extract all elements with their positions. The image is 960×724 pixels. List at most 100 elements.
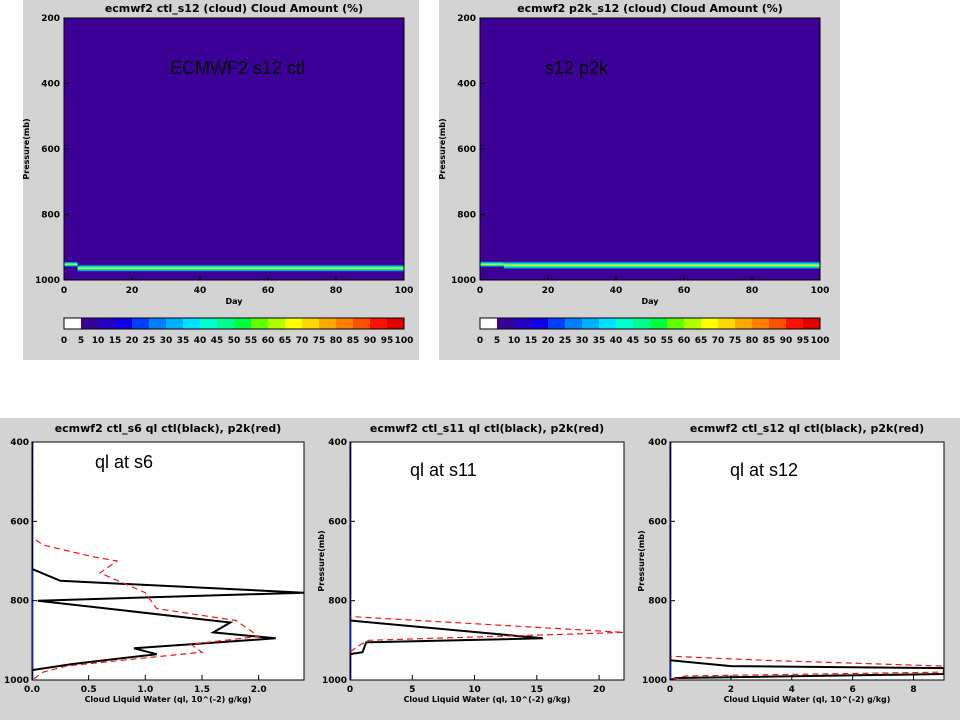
colorbar-swatch [285,318,303,329]
colorbar-swatch [132,318,150,329]
colorbar-swatch [115,318,133,329]
label-ql-at-s11: ql at s11 [410,460,477,480]
x-tick-label: 15 [531,685,544,695]
colorbar-swatch [548,318,566,329]
colorbar-swatch [769,318,787,329]
plot-frame [669,441,945,681]
y-tick-label: 400 [648,438,667,448]
colorbar-label: 80 [330,336,343,346]
colorbar-label: 25 [559,336,572,346]
colorbar-swatch [183,318,201,329]
y-tick-label: 600 [328,517,347,527]
plot-area [670,442,944,680]
colorbar-swatch [803,318,821,329]
heatmap-panel-p2k: ecmwf2 p2k_s12 (cloud) Cloud Amount (%) 2… [438,0,840,360]
y-tick-label: 600 [457,145,476,155]
heatmap-background [64,18,404,280]
colorbar-swatch [217,318,235,329]
profile-chart-s12: ecmwf2 ctl_s12 ql ctl(black), p2k(red)40… [637,422,945,704]
x-axis-label: Cloud Liquid Water (ql, 10^(-2) g/kg) [85,695,252,704]
colorbar-swatch [599,318,617,329]
y-tick-label: 1000 [451,276,476,286]
x-tick-label: 80 [746,286,759,296]
profile-chart-s11: ecmwf2 ctl_s11 ql ctl(black), p2k(red) 40… [317,422,625,704]
colorbar-frame [479,317,821,330]
colorbar-swatch [149,318,167,329]
colorbar-label: 0 [61,336,67,346]
y-tick-label: 400 [41,80,60,90]
colorbar-label: 50 [644,336,657,346]
x-tick-label: 60 [678,286,691,296]
profile-panel-s6: ecmwf2 ctl_s6 ql ctl(black), p2k(red) 400… [0,418,312,720]
colorbar-swatch [786,318,804,329]
colorbar-label: 95 [381,336,394,346]
colorbar-label: 100 [395,336,414,346]
y-tick-label: 800 [457,211,476,221]
label-ql-at-s6: ql at s6 [95,452,154,472]
series-line-p2k [32,442,261,680]
y-tick-label: 400 [457,80,476,90]
x-tick-label: 2.0 [251,685,267,695]
colorbar-label: 65 [695,336,708,346]
colorbar-swatch [166,318,184,329]
colorbar-label: 15 [525,336,538,346]
colorbar-label: 65 [279,336,292,346]
colorbar-label: 95 [797,336,810,346]
colorbar-label: 30 [576,336,589,346]
colorbar-swatch [735,318,753,329]
series-line-ctl [350,442,544,680]
y-tick-label: 400 [328,438,347,448]
colorbar-swatch [370,318,388,329]
y-tick-label: 1000 [4,676,29,686]
y-tick-label: 1000 [322,676,347,686]
cloud-band-initial [480,261,504,268]
colorbar-label: 20 [126,336,139,346]
colorbar-swatch [684,318,702,329]
colorbar-swatch [752,318,770,329]
x-tick-label: 0.5 [81,685,97,695]
colorbar-label: 20 [542,336,555,346]
plot-area [32,442,304,680]
colorbar-label: 40 [610,336,623,346]
y-tick-label: 200 [457,14,476,24]
cloud-band [77,264,404,272]
colorbar-swatch [234,318,252,329]
x-tick-label: 0.0 [24,685,40,695]
heatmap-chart-p2k: ecmwf2 p2k_s12 (cloud) Cloud Amount (%) 2… [438,2,829,346]
colorbar-label: 85 [347,336,360,346]
profile-title: ecmwf2 ctl_s11 ql ctl(black), p2k(red) [370,422,604,435]
x-tick-label: 6 [850,685,856,695]
y-tick-label: 600 [648,517,667,527]
x-tick-label: 20 [593,685,606,695]
x-axis-label: Cloud Liquid Water (ql, 10^(-2) g/kg) [404,695,571,704]
colorbar-label: 55 [661,336,674,346]
colorbar-label: 35 [593,336,606,346]
colorbar-swatch [514,318,532,329]
y-tick-label: 1000 [35,276,60,286]
colorbar-label: 75 [313,336,326,346]
colorbar-label: 15 [109,336,122,346]
colorbar-label: 55 [245,336,258,346]
colorbar-label: 85 [763,336,776,346]
y-tick-label: 800 [10,597,29,607]
heatmap-title: ecmwf2 ctl_s12 (cloud) Cloud Amount (%) [105,2,363,15]
profile-title: ecmwf2 ctl_s6 ql ctl(black), p2k(red) [55,422,282,435]
y-axis-label: Pressure(mb) [23,118,31,179]
colorbar-swatch [251,318,269,329]
x-tick-label: 10 [468,685,481,695]
label-ql-at-s12: ql at s12 [730,460,799,480]
x-tick-label: 0 [477,286,483,296]
x-tick-label: 2 [728,685,734,695]
colorbar-label: 70 [296,336,309,346]
plot-frame [31,441,305,681]
colorbar-label: 90 [364,336,377,346]
colorbar-swatch [81,318,99,329]
heatmap-chart-ctl: ecmwf2 ctl_s12 (cloud) Cloud Amount (%) 2… [22,2,414,346]
y-tick-label: 1000 [642,676,667,686]
x-tick-label: 60 [262,286,275,296]
colorbar-swatch [319,318,337,329]
x-tick-label: 40 [194,286,207,296]
colorbar-swatch [480,318,498,329]
profile-chart-s6: ecmwf2 ctl_s6 ql ctl(black), p2k(red) 400… [4,422,305,704]
colorbar-label: 75 [729,336,742,346]
